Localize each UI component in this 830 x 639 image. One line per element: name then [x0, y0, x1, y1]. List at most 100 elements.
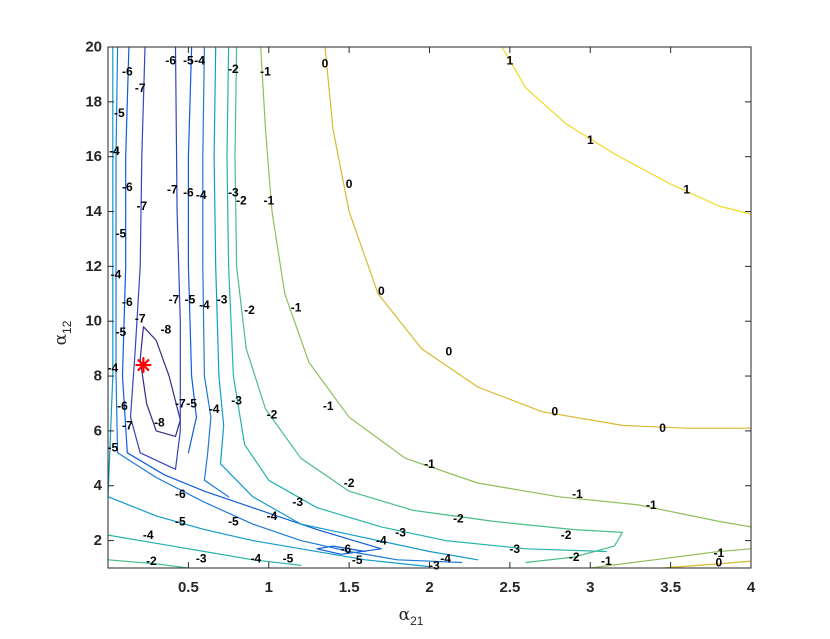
contour-line-level-neg7-1 — [129, 47, 181, 470]
contour-label-0: -6 — [122, 65, 133, 79]
contour-label-17: -7 — [167, 183, 178, 197]
contour-label-39: -6 — [117, 399, 128, 413]
contour-label-2: -5 — [114, 106, 125, 120]
contour-label-21: -2 — [236, 194, 247, 208]
contour-label-33: -5 — [185, 292, 196, 306]
contour-label-43: -5 — [186, 397, 197, 411]
contour-label-58: -2 — [344, 476, 355, 490]
contour-label-30: -5 — [116, 325, 127, 339]
contour-label-65: -5 — [352, 553, 363, 567]
contour-label-49: -1 — [424, 457, 435, 471]
contour-line-level-neg1-13 — [589, 548, 751, 568]
contour-label-73: -1 — [601, 554, 612, 568]
contour-label-48: -1 — [323, 399, 334, 413]
y-axis-label-subscript: 12 — [60, 320, 74, 334]
contour-label-52: -6 — [175, 487, 186, 501]
contour-line-level-1-16 — [501, 47, 751, 215]
contour-label-72: -2 — [569, 550, 580, 564]
contour-label-70: -4 — [251, 551, 262, 565]
x-tick-label: 1 — [265, 579, 273, 596]
x-axis-label-symbol: α — [399, 605, 411, 625]
y-tick-label: 2 — [94, 532, 102, 549]
contour-label-15: -5 — [116, 227, 127, 241]
contour-label-71: -5 — [283, 551, 294, 565]
contour-line-level-neg5-5 — [202, 47, 230, 498]
contour-label-37: -1 — [291, 301, 302, 315]
contour-label-60: -2 — [561, 528, 572, 542]
plot-background — [108, 47, 751, 568]
contour-label-24: 0 — [378, 284, 385, 298]
contour-label-20: -3 — [228, 185, 239, 199]
contour-line-level-neg1-12 — [260, 47, 751, 528]
x-tick-label: 2.5 — [499, 579, 520, 596]
contour-line-level-neg3-9 — [226, 47, 607, 553]
contour-label-35: -3 — [217, 292, 228, 306]
contour-label-61: -4 — [376, 534, 387, 548]
contour-label-6: -4 — [194, 54, 205, 68]
contour-label-55: -4 — [143, 528, 154, 542]
contour-label-19: -4 — [196, 188, 207, 202]
y-tick-label: 14 — [85, 203, 102, 220]
contour-label-69: -3 — [196, 551, 207, 565]
y-tick-label: 12 — [85, 258, 102, 275]
contour-line-level-neg8-0 — [139, 326, 181, 437]
contour-label-9: 0 — [322, 57, 329, 71]
contour-label-38: -8 — [161, 322, 172, 336]
contour-label-25: 0 — [445, 344, 452, 358]
contour-label-57: -3 — [292, 495, 303, 509]
contour-line-level-neg5-4 — [115, 47, 463, 564]
contour-line-level-0-14 — [324, 47, 751, 429]
x-tick-label: 3 — [586, 579, 594, 596]
contour-label-16: -4 — [111, 268, 122, 282]
contour-line-level-neg2-11 — [234, 47, 624, 564]
contour-label-50: -1 — [572, 487, 583, 501]
contour-line-level-0-15 — [661, 560, 751, 568]
y-axis-label-symbol: α — [51, 333, 71, 345]
contour-line-level-neg6-3 — [187, 47, 197, 454]
contour-label-28: -6 — [122, 295, 133, 309]
contour-line-level-neg3-8 — [108, 534, 302, 566]
contour-label-66: -4 — [440, 551, 451, 565]
x-tick-label: 2 — [425, 579, 433, 596]
contour-label-41: -5 — [107, 440, 118, 454]
y-tick-label: 18 — [85, 93, 102, 110]
contour-label-8: -1 — [260, 65, 271, 79]
contour-label-67: -3 — [429, 558, 440, 572]
contour-label-26: 0 — [552, 405, 559, 419]
x-tick-label: 3.5 — [660, 579, 681, 596]
contour-label-54: -5 — [228, 514, 239, 528]
contour-label-56: -4 — [267, 509, 278, 523]
contour-label-10: 1 — [507, 54, 514, 68]
contour-label-62: -3 — [395, 525, 406, 539]
contour-line-level-neg6-2 — [121, 47, 382, 555]
contour-label-1: -7 — [135, 81, 146, 95]
contour-line-level-neg2-10 — [108, 559, 189, 568]
contour-label-63: -3 — [509, 542, 520, 556]
contour-label-47: -2 — [267, 407, 278, 421]
contour-label-13: -6 — [122, 180, 133, 194]
x-tick-label: 4 — [747, 579, 756, 596]
optimum-marker — [135, 356, 152, 374]
contour-label-53: -5 — [175, 514, 186, 528]
x-tick-label: 1.5 — [339, 579, 360, 596]
contour-label-5: -5 — [183, 54, 194, 68]
contour-label-11: 1 — [587, 133, 594, 147]
contour-label-40: -7 — [122, 418, 133, 432]
contour-label-51: -1 — [646, 498, 657, 512]
contour-label-22: -1 — [263, 194, 274, 208]
contour-label-29: -7 — [135, 312, 146, 326]
contour-label-44: -4 — [209, 402, 220, 416]
y-tick-label: 6 — [94, 422, 102, 439]
y-tick-label: 16 — [85, 148, 102, 165]
y-axis-label: α12 — [51, 320, 74, 345]
contour-label-32: -7 — [169, 292, 180, 306]
contour-label-23: 0 — [346, 177, 353, 191]
contour-label-74: -1 — [714, 546, 725, 560]
contour-label-59: -2 — [453, 512, 464, 526]
y-tick-label: 8 — [94, 368, 102, 385]
x-tick-label: 0.5 — [178, 579, 199, 596]
contour-label-75: 0 — [716, 556, 723, 570]
